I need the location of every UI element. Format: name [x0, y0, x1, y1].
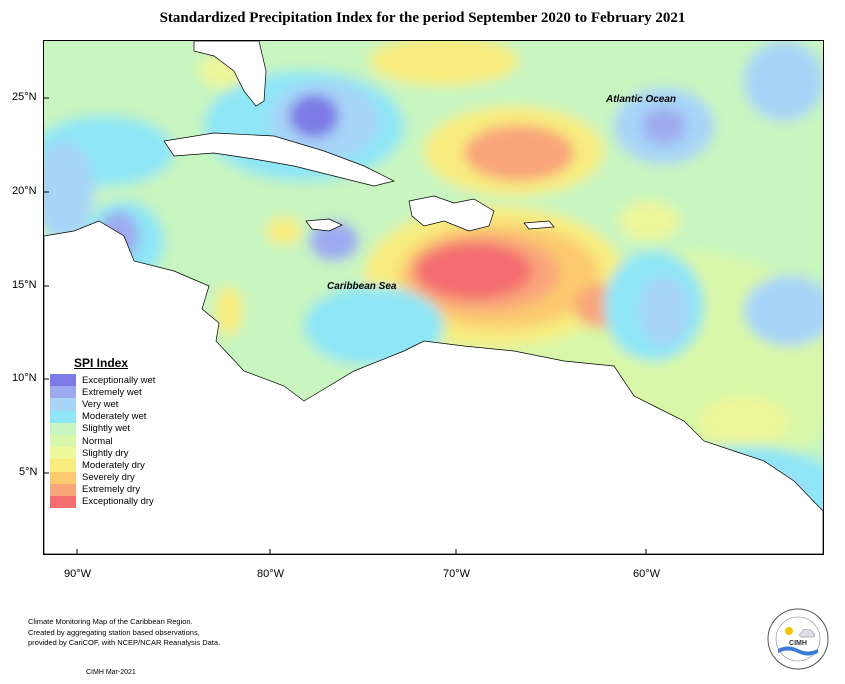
- legend-label: Slightly wet: [82, 423, 131, 435]
- legend-swatch: [50, 495, 76, 509]
- land-masses: [44, 41, 823, 554]
- legend-item: Exceptionally wet: [50, 374, 156, 387]
- legend-title: SPI Index: [74, 356, 129, 370]
- caribbean-sea-label: Caribbean Sea: [327, 281, 397, 292]
- legend-item: Extremely dry: [50, 483, 155, 496]
- legend-item: Very wet: [50, 398, 155, 411]
- legend-label: Exceptionally wet: [82, 374, 156, 386]
- legend-swatch: [50, 483, 76, 496]
- legend-label: Moderately wet: [82, 411, 147, 423]
- footer-line: provided by CariCOF, with NCEP/NCAR Rean…: [28, 638, 221, 647]
- legend-swatch: [50, 374, 76, 387]
- legend-swatch: [50, 398, 76, 411]
- legend-item: Normal: [50, 434, 155, 448]
- legend-swatch: [50, 459, 76, 472]
- legend-item: Moderately dry: [50, 459, 155, 472]
- legend-item: Extremely wet: [50, 386, 155, 399]
- legend-item: Slightly wet: [50, 422, 155, 435]
- lat-label-20: 20°N: [12, 185, 37, 197]
- legend-label: Very wet: [82, 398, 119, 410]
- legend-swatch: [50, 447, 76, 460]
- legend-swatch: [50, 422, 76, 435]
- legend-label: Exceptionally dry: [82, 496, 154, 508]
- legend-item: Slightly dry: [50, 447, 155, 460]
- legend-label: Normal: [82, 435, 113, 447]
- legend-item: Severely dry: [50, 471, 155, 484]
- legend-rows: Exceptionally wet Extremely wet Very wet Mo…: [50, 374, 156, 509]
- atlantic-ocean-label: Atlantic Ocean: [606, 94, 677, 105]
- graticule-ticks: [44, 97, 647, 554]
- legend-item: Moderately wet: [50, 410, 155, 423]
- spi-map: Atlantic Ocean Caribbean Sea: [43, 40, 824, 555]
- cimh-logo: CIMH: [767, 608, 829, 670]
- legend-label: Extremely dry: [82, 484, 141, 496]
- legend-swatch: [50, 471, 76, 484]
- credit-text: CIMH Mar-2021: [86, 669, 136, 676]
- legend-swatch: [50, 410, 76, 423]
- cloud-icon: [799, 629, 816, 638]
- footer-line: Created by aggregating station based obs…: [28, 627, 200, 637]
- lat-label-15: 15°N: [12, 279, 37, 291]
- spi-map-canvas: [44, 41, 823, 554]
- spi-color-field: [44, 41, 823, 554]
- sun-icon: [785, 627, 793, 635]
- map-title: Standardized Precipitation Index for the…: [159, 10, 686, 26]
- legend-label: Moderately dry: [82, 459, 145, 471]
- legend-label: Extremely wet: [82, 386, 142, 398]
- lon-label-70: 70°W: [443, 568, 471, 580]
- wave-icon: [778, 646, 818, 656]
- legend-item: Exceptionally dry: [50, 495, 155, 509]
- lon-label-80: 80°W: [257, 568, 285, 580]
- lon-label-90: 90°W: [64, 568, 92, 580]
- lon-label-60: 60°W: [633, 568, 661, 580]
- lat-label-10: 10°N: [12, 372, 37, 384]
- spi-legend: SPI Index Exceptionally wet Extremely wet…: [50, 356, 156, 509]
- lat-label-25: 25°N: [12, 91, 37, 103]
- legend-swatch: [50, 434, 76, 448]
- legend-label: Slightly dry: [82, 447, 129, 459]
- lat-label-5: 5°N: [19, 466, 38, 478]
- legend-label: Severely dry: [82, 472, 135, 484]
- footer-line: Climate Monitoring Map of the Caribbean …: [28, 617, 193, 626]
- legend-swatch: [50, 386, 76, 399]
- footer-notes: Climate Monitoring Map of the Caribbean …: [28, 617, 220, 649]
- logo-text: CIMH: [789, 640, 807, 647]
